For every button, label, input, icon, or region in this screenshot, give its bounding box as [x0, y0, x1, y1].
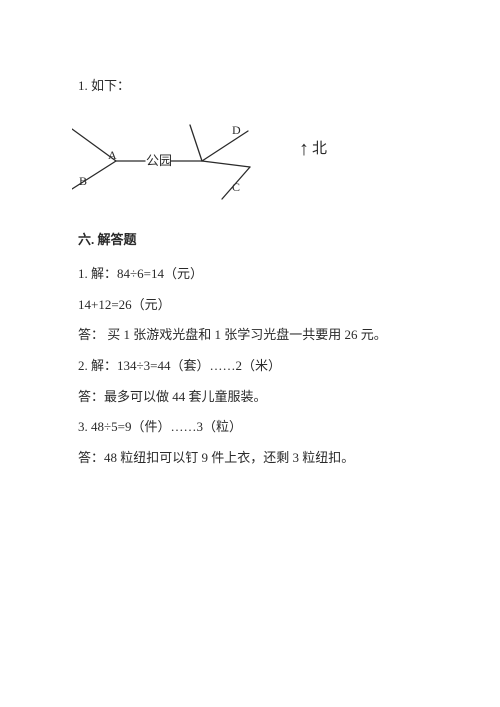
problem-2-answer: 答：最多可以做 44 套儿童服装。 [78, 383, 422, 412]
compass-north: ↑ 北 [299, 133, 327, 166]
problem-1-step-2: 14+12=26（元） [78, 291, 422, 320]
section-6-heading: 六. 解答题 [78, 226, 422, 255]
park-diagram: A B C D 公园 [72, 119, 262, 204]
svg-text:公园: 公园 [146, 153, 172, 168]
question-1-label: 1. 如下： [78, 72, 422, 101]
problem-3-answer: 答：48 粒纽扣可以钉 9 件上衣，还剩 3 粒纽扣。 [78, 444, 422, 473]
page-container: 1. 如下： A B C D 公园 ↑ 北 六. 解答题 1. 解：84÷6=14（元）… [0, 0, 500, 472]
svg-text:A: A [108, 148, 117, 162]
problem-1-answer: 答： 买 1 张游戏光盘和 1 张学习光盘一共要用 26 元。 [78, 321, 422, 350]
svg-text:C: C [232, 180, 240, 194]
problem-2-step: 2. 解：134÷3=44（套）……2（米） [78, 352, 422, 381]
svg-text:D: D [232, 123, 241, 137]
diagram-container: ABCD公园 ↑ 北 [72, 119, 322, 204]
svg-text:B: B [79, 174, 87, 188]
problem-1-step-1: 1. 解：84÷6=14（元） [78, 260, 422, 289]
arrow-up-icon: ↑ [299, 139, 307, 159]
problem-3-step: 3. 48÷5=9（件）……3（粒） [78, 413, 422, 442]
north-label: 北 [312, 133, 327, 166]
